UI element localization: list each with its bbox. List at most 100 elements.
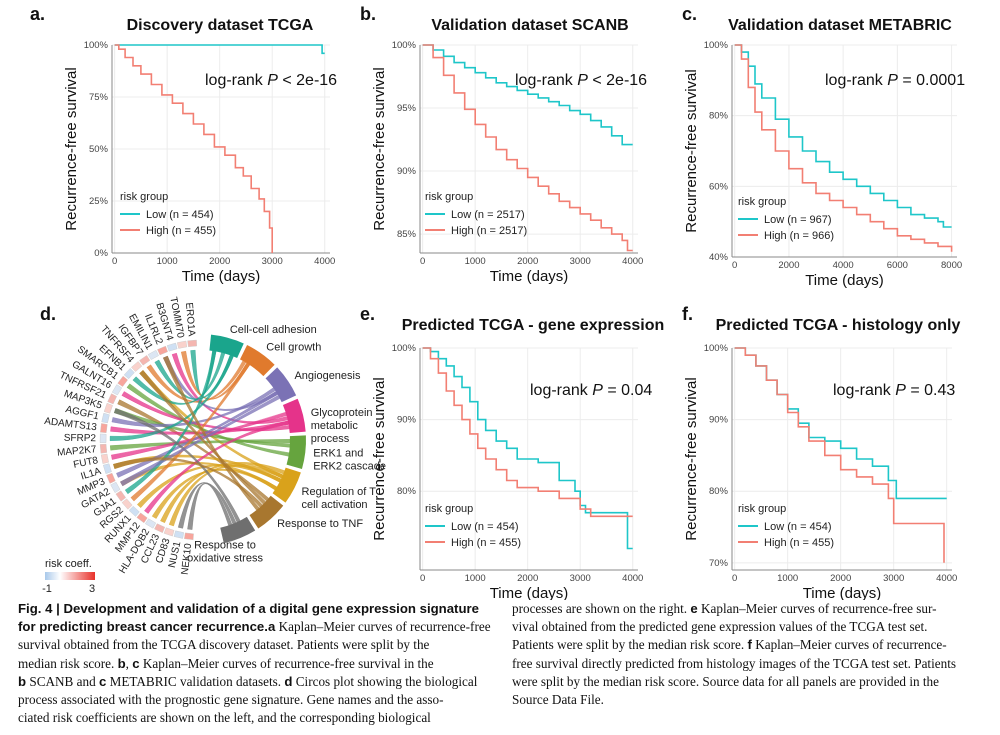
caption-letter-b: b bbox=[18, 673, 27, 689]
y-tick-label: 40% bbox=[709, 252, 729, 263]
km-panel-3: c. Validation dataset METABRIC 0 2000 4000 60… bbox=[682, 4, 965, 289]
panel-label: a. bbox=[30, 4, 45, 24]
x-tick-label: 0 bbox=[732, 573, 737, 584]
x-tick-label: 1000 bbox=[777, 573, 798, 584]
y-tick-label: 80% bbox=[397, 486, 417, 497]
y-tick-label: 25% bbox=[89, 196, 109, 207]
circos-chord bbox=[117, 399, 269, 502]
legend-label-low: Low (n = 454) bbox=[764, 521, 832, 533]
x-tick-label: 2000 bbox=[517, 573, 538, 584]
km-panel-1: a. Discovery dataset TCGA 0 1000 2000 3000 400… bbox=[30, 4, 337, 285]
gene-risk-cell bbox=[154, 523, 166, 533]
chart-title: Predicted TCGA - gene expression bbox=[402, 317, 665, 334]
caption-text: free survival directly predicted from hi… bbox=[512, 655, 957, 671]
x-axis-label: Time (days) bbox=[182, 268, 261, 285]
y-tick-label: 100% bbox=[704, 343, 729, 354]
x-tick-label: 2000 bbox=[778, 260, 799, 271]
caption-fig-number: Fig. 4 bbox=[18, 601, 53, 616]
chart-title: Discovery dataset TCGA bbox=[127, 17, 314, 34]
circos-plot: d. ERO1ATOMM70B3GNT4IL1RL2EMILIN1IGFBP7TN… bbox=[40, 296, 386, 595]
y-tick-label: 75% bbox=[89, 92, 109, 103]
gene-risk-cell bbox=[101, 412, 110, 424]
chart-title: Predicted TCGA - histology only bbox=[716, 317, 961, 334]
process-label: Glycoprotein bbox=[311, 407, 373, 419]
process-label: ERK2 cascade bbox=[313, 460, 386, 472]
y-tick-label: 85% bbox=[397, 229, 417, 240]
process-label: Response to bbox=[194, 540, 256, 552]
process-label: ERK1 and bbox=[313, 447, 363, 459]
legend-label-low: Low (n = 2517) bbox=[451, 209, 525, 221]
caption-text: Patients were split by the median risk s… bbox=[512, 637, 748, 653]
x-tick-label: 4000 bbox=[936, 573, 957, 584]
legend-title: risk group bbox=[120, 191, 168, 203]
risk-legend-title: risk coeff. bbox=[45, 558, 92, 570]
gene-risk-cell bbox=[106, 472, 116, 484]
gene-risk-cell bbox=[184, 532, 194, 540]
gene-risk-cell bbox=[139, 355, 151, 366]
process-segment bbox=[272, 467, 301, 503]
circos-chord bbox=[187, 483, 233, 530]
gene-risk-cell bbox=[103, 402, 113, 414]
y-tick-label: 95% bbox=[397, 103, 417, 114]
circos-chord bbox=[114, 408, 291, 448]
process-label: cell activation bbox=[302, 499, 368, 511]
caption-text: vival obtained from the predicted gene e… bbox=[512, 619, 928, 635]
chart-title: Validation dataset METABRIC bbox=[728, 17, 952, 34]
legend-label-high: High (n = 455) bbox=[764, 537, 834, 549]
legend-label-low: Low (n = 967) bbox=[764, 214, 832, 226]
y-axis-label: Recurrence-free survival bbox=[371, 377, 388, 540]
figure-caption-right: processes are shown on the right. e Kapl… bbox=[512, 600, 992, 709]
survival-curve-high bbox=[734, 347, 945, 563]
chart-title: Validation dataset SCANB bbox=[431, 17, 628, 34]
gene-risk-cell bbox=[187, 339, 197, 347]
survival-curve-high bbox=[734, 44, 953, 252]
log-rank-stat: log-rank P = 0.0001 bbox=[825, 72, 965, 89]
x-tick-label: 8000 bbox=[941, 260, 962, 271]
y-tick-label: 80% bbox=[709, 111, 729, 122]
caption-text: METABRIC validation datasets. bbox=[106, 673, 285, 689]
gene-risk-cell bbox=[145, 518, 157, 529]
caption-text: Kaplan–Meier curves of recurrence-free s… bbox=[697, 601, 937, 616]
caption-title: Development and validation of a digital … bbox=[18, 601, 479, 635]
x-tick-label: 3000 bbox=[883, 573, 904, 584]
x-tick-label: 2000 bbox=[517, 256, 538, 267]
y-tick-label: 100% bbox=[704, 40, 729, 51]
panel-label: b. bbox=[360, 4, 376, 24]
caption-text: Source Data File. bbox=[512, 692, 604, 708]
caption-separator: | bbox=[52, 601, 64, 616]
x-tick-label: 3000 bbox=[262, 256, 283, 267]
survival-curve-high bbox=[422, 347, 633, 518]
x-axis-label: Time (days) bbox=[803, 585, 882, 600]
caption-text: , bbox=[125, 655, 133, 671]
caption-line-1: Fig. 4 | Development and validation of a… bbox=[18, 600, 498, 636]
process-segment bbox=[220, 516, 256, 544]
x-tick-label: 0 bbox=[112, 256, 117, 267]
legend-label-high: High (n = 455) bbox=[146, 225, 216, 237]
gene-risk-cell bbox=[102, 463, 112, 474]
survival-curve-low bbox=[422, 44, 633, 146]
gene-risk-cell bbox=[111, 384, 123, 396]
legend-title: risk group bbox=[738, 196, 786, 208]
circos-chord bbox=[137, 464, 282, 508]
x-tick-label: 1000 bbox=[465, 256, 486, 267]
risk-legend-min: -1 bbox=[42, 583, 52, 595]
x-tick-label: 3000 bbox=[570, 256, 591, 267]
process-label: Cell growth bbox=[266, 341, 321, 353]
gene-label: ERO1A bbox=[183, 302, 197, 337]
y-tick-label: 100% bbox=[392, 40, 417, 51]
km-panel-4: e. Predicted TCGA - gene expression 0 1000 2… bbox=[360, 304, 664, 600]
survival-curve-low bbox=[114, 44, 325, 55]
caption-text: survival obtained from the TCGA discover… bbox=[18, 637, 430, 653]
gene-risk-cell bbox=[136, 512, 148, 524]
gene-risk-cell bbox=[163, 527, 175, 537]
panel-label: e. bbox=[360, 304, 375, 324]
process-segment bbox=[282, 398, 306, 433]
gene-risk-cell bbox=[99, 443, 108, 454]
gene-label: NEK10 bbox=[180, 542, 195, 575]
x-tick-label: 3000 bbox=[570, 573, 591, 584]
caption-letter-c: c bbox=[132, 655, 140, 671]
caption-text: Kaplan–Meier curves of recurrence-free bbox=[275, 619, 491, 635]
x-tick-label: 4000 bbox=[314, 256, 335, 267]
y-axis-label: Recurrence-free survival bbox=[683, 377, 700, 540]
survival-curve-high bbox=[114, 44, 273, 253]
